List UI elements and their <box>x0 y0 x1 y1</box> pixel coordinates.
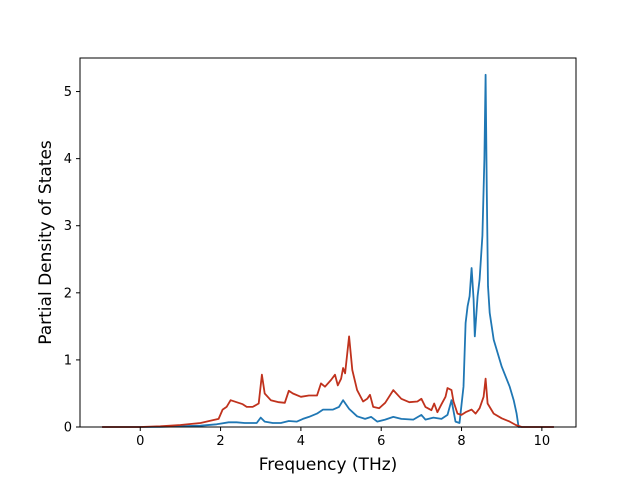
y-tick-label: 4 <box>64 152 72 167</box>
y-tick-label: 5 <box>64 85 72 100</box>
series-line-1 <box>102 73 554 428</box>
x-tick-label: 10 <box>534 434 551 449</box>
x-axis: 0 2 4 6 8 10 <box>136 427 550 449</box>
y-tick-label: 1 <box>64 353 72 368</box>
x-axis-label: Frequency (THz) <box>259 455 398 475</box>
x-tick-label: 4 <box>297 434 305 449</box>
series-line-2 <box>102 335 554 428</box>
x-tick-label: 8 <box>457 434 465 449</box>
y-tick-label: 0 <box>64 421 72 436</box>
x-tick-label: 6 <box>377 434 385 449</box>
x-tick-label: 0 <box>136 434 144 449</box>
plot-area <box>80 58 576 427</box>
y-tick-label: 2 <box>64 286 72 301</box>
series-layer <box>102 73 554 428</box>
y-axis-label: Partial Density of States <box>36 140 56 345</box>
plot-frame <box>79 57 577 428</box>
x-tick-label: 2 <box>216 434 224 449</box>
y-axis: 0 1 2 3 4 5 <box>64 85 80 436</box>
y-tick-label: 3 <box>64 219 72 234</box>
